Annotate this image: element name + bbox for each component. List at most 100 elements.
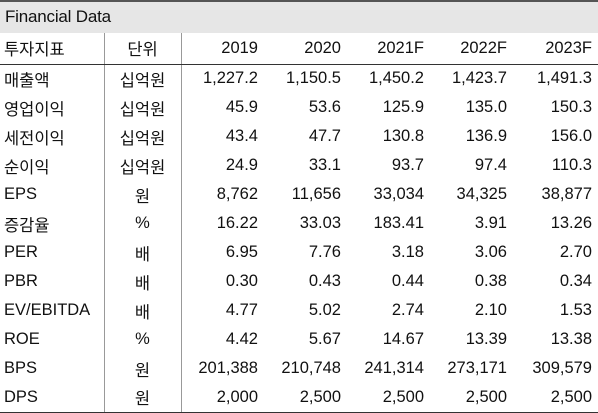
row-value: 1,491.3 [536,69,592,88]
row-unit: 원 [104,383,182,413]
row-value: 241,314 [364,359,424,377]
header-year-2019: 2019 [181,33,264,65]
table-row: PER 배 6.95 7.76 3.18 3.06 2.70 [0,238,598,267]
row-label: BPS [0,354,105,383]
row-unit: 십억원 [104,151,182,180]
row-value: 210,748 [281,359,341,377]
row-value: 33,034 [373,185,424,203]
row-value: 135.0 [465,98,507,116]
row-unit: 배 [104,267,182,296]
row-value: 13.26 [550,214,592,232]
table-row: EV/EBITDA 배 4.77 5.02 2.74 2.10 1.53 [0,296,598,325]
table-row: BPS 원 201,388 210,748 241,314 273,171 309,579 [0,354,598,383]
row-value: 1,150.5 [285,69,341,88]
row-label: DPS [0,383,105,413]
row-label: EV/EBITDA [0,296,105,325]
row-value: 45.9 [225,98,258,116]
row-label: ROE [0,325,105,354]
row-value: 3.18 [391,243,424,261]
row-value: 110.3 [551,156,592,174]
row-label: 증감율 [0,209,105,238]
table-row: 세전이익 십억원 43.4 47.7 130.8 136.9 156.0 [0,122,598,151]
row-unit: 십억원 [104,64,182,93]
row-value: 0.38 [474,272,507,290]
row-value: 5.67 [308,330,341,348]
row-label: 순이익 [0,151,105,180]
row-value: 156.0 [550,127,592,145]
table-row: EPS 원 8,762 11,656 33,034 34,325 38,877 [0,180,598,209]
row-label: EPS [0,180,105,209]
row-value: 33.03 [299,214,341,232]
row-unit: 원 [104,354,182,383]
row-value: 0.43 [308,272,341,290]
row-value: 2,500 [430,383,513,413]
row-value: 130.8 [382,127,424,145]
table-row: 영업이익 십억원 45.9 53.6 125.9 135.0 150.3 [0,93,598,122]
row-value: 2,500 [347,383,430,413]
row-value: 34,325 [456,185,507,203]
header-year-2023f: 2023F [513,33,598,65]
row-value: 150.3 [550,98,592,116]
row-unit: 원 [104,180,182,209]
row-label: PBR [0,267,105,296]
row-value: 93.7 [391,156,424,174]
row-value: 2.70 [559,243,592,261]
row-value: 2,000 [181,383,264,413]
row-unit: % [104,325,182,354]
row-value: 136.9 [465,127,507,145]
table-row: 순이익 십억원 24.9 33.1 93.7 97.4 110.3 [0,151,598,180]
row-value: 273,171 [447,359,507,377]
table-row: 증감율% 16.22 33.03 183.41 3.91 13.26 [0,209,598,238]
row-value: 201,388 [198,359,258,377]
header-indicator: 투자지표 [0,33,105,65]
row-value: 2,500 [513,383,598,413]
header-year-2022f: 2022F [430,33,513,65]
row-value: 0.44 [391,272,424,290]
row-unit: 배 [104,238,182,267]
row-label: PER [0,238,105,267]
row-value: 13.39 [465,330,507,348]
row-value: 2,500 [264,383,347,413]
row-value: 5.02 [308,301,341,319]
header-row: 투자지표 단위 2019 2020 2021F 2022F 2023F [0,33,598,65]
row-value: 0.34 [559,272,592,290]
row-value: 1,227.2 [202,69,258,88]
row-value: 16.22 [216,214,258,232]
row-value: 309,579 [532,359,592,377]
row-label: 매출액 [0,64,105,93]
row-unit: % [104,209,182,238]
row-value: 1,423.7 [451,69,507,88]
table-row: PBR 배 0.30 0.43 0.44 0.38 0.34 [0,267,598,296]
row-value: 4.42 [225,330,258,348]
row-label: 영업이익 [0,93,105,122]
row-value: 97.4 [474,156,507,174]
row-value: 38,877 [541,185,592,203]
row-value: 13.38 [550,330,592,348]
table-title-bar: Financial Data [0,0,598,33]
row-value: 6.95 [225,243,258,261]
row-label: 세전이익 [0,122,105,151]
row-unit: 배 [104,296,182,325]
row-value: 11,656 [291,185,341,203]
header-unit: 단위 [104,33,182,65]
table-row: 매출액 십억원 1,227.2 1,150.5 1,450.2 1,423.7 1,491.… [0,64,598,93]
row-value: 47.7 [308,127,341,145]
row-value: 8,762 [216,185,258,203]
header-year-2020: 2020 [264,33,347,65]
row-value: 0.30 [225,272,258,290]
row-value: 183.41 [373,214,424,232]
row-value: 2.74 [391,301,424,319]
row-value: 1.53 [559,301,592,319]
row-unit: 십억원 [104,122,182,151]
row-unit: 십억원 [104,93,182,122]
header-year-2021f: 2021F [347,33,430,65]
row-value: 125.9 [382,98,424,116]
table-title: Financial Data [5,7,111,26]
row-value: 14.67 [382,330,424,348]
row-value: 4.77 [225,301,258,319]
row-value: 3.91 [474,214,507,232]
financial-data-table: 투자지표 단위 2019 2020 2021F 2022F 2023F 매출액 십… [0,33,598,413]
table-row: DPS 원 2,000 2,500 2,500 2,500 2,500 [0,383,598,413]
row-value: 2.10 [474,301,507,319]
